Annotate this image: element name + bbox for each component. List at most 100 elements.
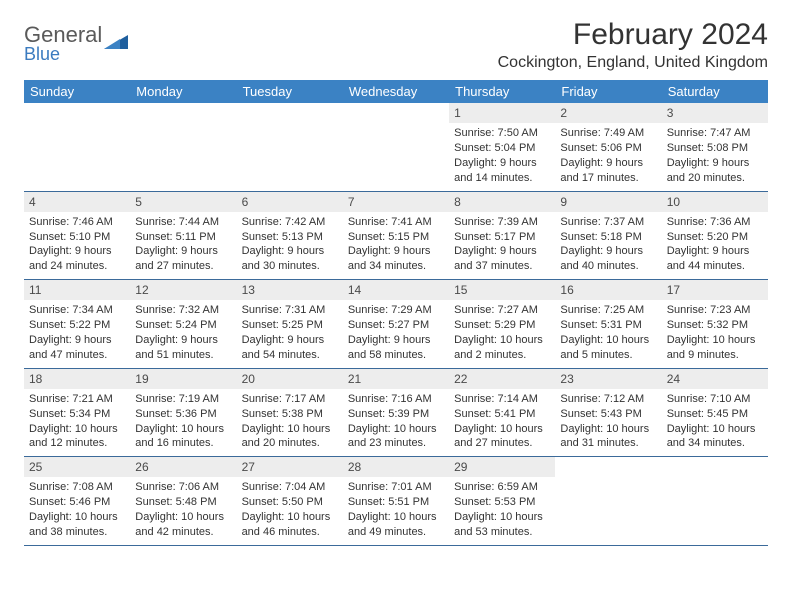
day-cell: 21Sunrise: 7:16 AMSunset: 5:39 PMDayligh… xyxy=(343,369,449,457)
day-line-sr: Sunrise: 7:16 AM xyxy=(348,392,444,407)
day-line-ss: Sunset: 5:24 PM xyxy=(135,318,231,333)
day-line-d2: and 23 minutes. xyxy=(348,436,444,451)
day-line-d1: Daylight: 10 hours xyxy=(29,510,125,525)
day-body: Sunrise: 6:59 AMSunset: 5:53 PMDaylight:… xyxy=(449,477,555,544)
day-cell: 17Sunrise: 7:23 AMSunset: 5:32 PMDayligh… xyxy=(662,280,768,368)
day-line-d2: and 24 minutes. xyxy=(29,259,125,274)
day-cell: 7Sunrise: 7:41 AMSunset: 5:15 PMDaylight… xyxy=(343,192,449,280)
day-line-sr: Sunrise: 7:47 AM xyxy=(667,126,763,141)
day-cell: 14 Sunrise: 7:29 AMSunset: 5:27 PMDayligh… xyxy=(343,280,449,368)
day-number: 14 xyxy=(343,280,449,300)
day-body: Sunrise: 7:04 AMSunset: 5:50 PMDaylight:… xyxy=(237,477,343,544)
day-line-d1: Daylight: 10 hours xyxy=(667,333,763,348)
day-line-sr: Sunrise: 7:36 AM xyxy=(667,215,763,230)
day-line-sr: Sunrise: 7:46 AM xyxy=(29,215,125,230)
day-body: Sunrise: 7:27 AMSunset: 5:29 PMDaylight:… xyxy=(449,300,555,367)
day-line-d1: Daylight: 10 hours xyxy=(29,422,125,437)
day-line-d2: and 16 minutes. xyxy=(135,436,231,451)
empty-cell xyxy=(130,103,236,191)
page-header: General Blue February 2024 Cockington, E… xyxy=(24,18,768,72)
day-number: 27 xyxy=(237,457,343,477)
day-line-d2: and 42 minutes. xyxy=(135,525,231,540)
empty-cell xyxy=(662,457,768,545)
day-number: 26 xyxy=(130,457,236,477)
title-block: February 2024 Cockington, England, Unite… xyxy=(498,18,768,72)
day-line-ss: Sunset: 5:34 PM xyxy=(29,407,125,422)
day-line-d2: and 53 minutes. xyxy=(454,525,550,540)
day-line-d1: Daylight: 10 hours xyxy=(242,422,338,437)
day-line-ss: Sunset: 5:53 PM xyxy=(454,495,550,510)
day-body: Sunrise: 7:34 AMSunset: 5:22 PMDaylight:… xyxy=(24,300,130,367)
day-line-ss: Sunset: 5:04 PM xyxy=(454,141,550,156)
day-body: Sunrise: 7:23 AMSunset: 5:32 PMDaylight:… xyxy=(662,300,768,367)
day-line-sr: Sunrise: 7:06 AM xyxy=(135,480,231,495)
day-body: Sunrise: 7:08 AMSunset: 5:46 PMDaylight:… xyxy=(24,477,130,544)
day-cell: 20Sunrise: 7:17 AMSunset: 5:38 PMDayligh… xyxy=(237,369,343,457)
dow-thu: Thursday xyxy=(449,80,555,103)
day-line-sr: Sunrise: 7:27 AM xyxy=(454,303,550,318)
day-body: Sunrise: 7:47 AMSunset: 5:08 PMDaylight:… xyxy=(662,123,768,190)
day-body: Sunrise: 7:17 AMSunset: 5:38 PMDaylight:… xyxy=(237,389,343,456)
day-line-d1: Daylight: 10 hours xyxy=(560,333,656,348)
day-line-sr: Sunrise: 7:04 AM xyxy=(242,480,338,495)
day-line-d1: Daylight: 10 hours xyxy=(560,422,656,437)
day-body: Sunrise: 7:06 AMSunset: 5:48 PMDaylight:… xyxy=(130,477,236,544)
day-line-d2: and 34 minutes. xyxy=(667,436,763,451)
day-cell: 19Sunrise: 7:19 AMSunset: 5:36 PMDayligh… xyxy=(130,369,236,457)
day-line-d2: and 44 minutes. xyxy=(667,259,763,274)
day-line-ss: Sunset: 5:06 PM xyxy=(560,141,656,156)
day-number: 20 xyxy=(237,369,343,389)
day-line-d1: Daylight: 10 hours xyxy=(667,422,763,437)
day-line-sr: Sunrise: 7:29 AM xyxy=(348,303,444,318)
day-line-ss: Sunset: 5:22 PM xyxy=(29,318,125,333)
day-line-sr: Sunrise: 7:10 AM xyxy=(667,392,763,407)
day-number: 8 xyxy=(449,192,555,212)
empty-cell xyxy=(555,457,661,545)
day-line-d1: Daylight: 9 hours xyxy=(242,333,338,348)
day-line-d1: Daylight: 10 hours xyxy=(454,333,550,348)
logo-triangle-icon xyxy=(104,31,130,58)
day-line-d2: and 2 minutes. xyxy=(454,348,550,363)
day-line-d2: and 38 minutes. xyxy=(29,525,125,540)
day-line-ss: Sunset: 5:20 PM xyxy=(667,230,763,245)
day-line-ss: Sunset: 5:11 PM xyxy=(135,230,231,245)
day-number: 3 xyxy=(662,103,768,123)
day-line-d2: and 34 minutes. xyxy=(348,259,444,274)
day-body: Sunrise: 7:36 AMSunset: 5:20 PMDaylight:… xyxy=(662,212,768,279)
day-line-ss: Sunset: 5:48 PM xyxy=(135,495,231,510)
day-line-d2: and 17 minutes. xyxy=(560,171,656,186)
day-body: Sunrise: 7:41 AMSunset: 5:15 PMDaylight:… xyxy=(343,212,449,279)
day-line-sr: Sunrise: 7:42 AM xyxy=(242,215,338,230)
day-line-ss: Sunset: 5:50 PM xyxy=(242,495,338,510)
day-line-d2: and 49 minutes. xyxy=(348,525,444,540)
week-row: 25Sunrise: 7:08 AMSunset: 5:46 PMDayligh… xyxy=(24,457,768,546)
day-number: 5 xyxy=(130,192,236,212)
day-number: 6 xyxy=(237,192,343,212)
day-body: Sunrise: 7:19 AMSunset: 5:36 PMDaylight:… xyxy=(130,389,236,456)
day-number: 29 xyxy=(449,457,555,477)
day-number: 11 xyxy=(24,280,130,300)
day-cell: 16Sunrise: 7:25 AMSunset: 5:31 PMDayligh… xyxy=(555,280,661,368)
logo-text-top: General xyxy=(24,24,102,46)
day-line-ss: Sunset: 5:10 PM xyxy=(29,230,125,245)
day-cell: 12Sunrise: 7:32 AMSunset: 5:24 PMDayligh… xyxy=(130,280,236,368)
day-line-d2: and 54 minutes. xyxy=(242,348,338,363)
day-line-sr: Sunrise: 7:14 AM xyxy=(454,392,550,407)
day-number: 1 xyxy=(449,103,555,123)
day-line-sr: Sunrise: 7:17 AM xyxy=(242,392,338,407)
day-number: 9 xyxy=(555,192,661,212)
day-line-d1: Daylight: 9 hours xyxy=(560,156,656,171)
day-line-sr: Sunrise: 7:37 AM xyxy=(560,215,656,230)
day-line-ss: Sunset: 5:27 PM xyxy=(348,318,444,333)
day-body: Sunrise: 7:21 AMSunset: 5:34 PMDaylight:… xyxy=(24,389,130,456)
day-body: Sunrise: 7:46 AMSunset: 5:10 PMDaylight:… xyxy=(24,212,130,279)
day-line-d2: and 27 minutes. xyxy=(135,259,231,274)
day-line-ss: Sunset: 5:25 PM xyxy=(242,318,338,333)
day-line-d1: Daylight: 9 hours xyxy=(348,333,444,348)
day-line-d1: Daylight: 9 hours xyxy=(667,156,763,171)
day-number: 15 xyxy=(449,280,555,300)
week-row: 18Sunrise: 7:21 AMSunset: 5:34 PMDayligh… xyxy=(24,369,768,458)
day-cell: 23Sunrise: 7:12 AMSunset: 5:43 PMDayligh… xyxy=(555,369,661,457)
day-number: 25 xyxy=(24,457,130,477)
weeks-container: 1Sunrise: 7:50 AMSunset: 5:04 PMDaylight… xyxy=(24,103,768,546)
